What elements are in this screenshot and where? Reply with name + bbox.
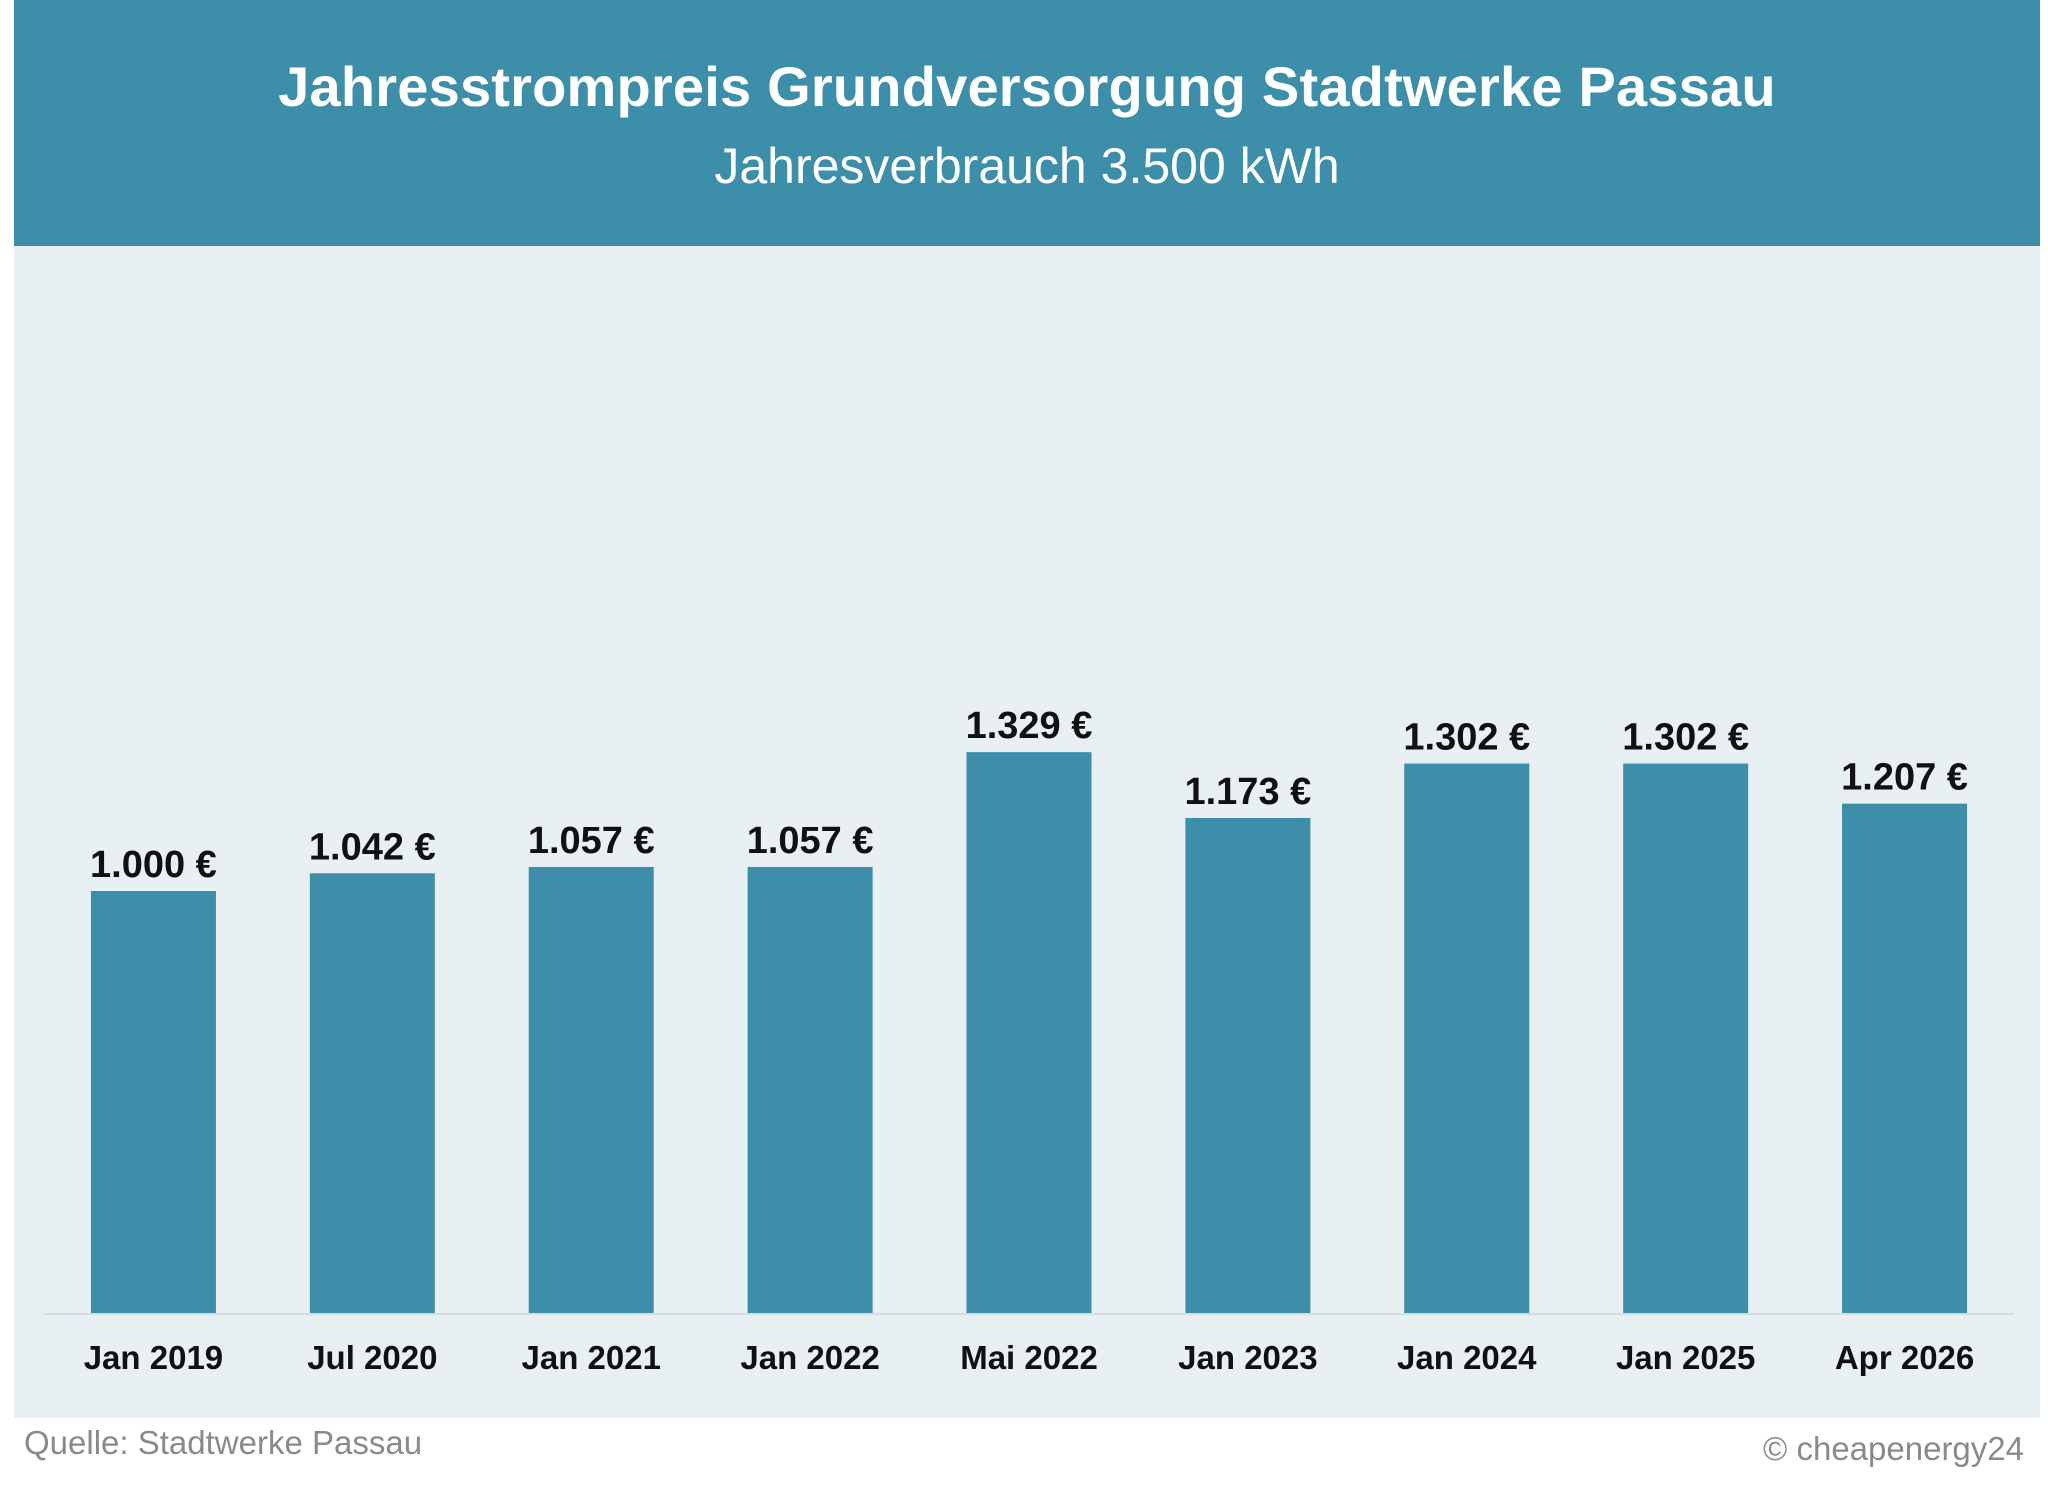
bar-7	[1623, 764, 1748, 1313]
x-tick-label-5: Jan 2023	[1178, 1339, 1317, 1376]
copyright-note: © cheapenergy24	[1763, 1430, 2024, 1468]
bar-0	[91, 891, 216, 1313]
value-label-8: 1.207 €	[1841, 757, 1968, 799]
x-tick-label-2: Jan 2021	[521, 1339, 660, 1376]
bar-4	[967, 752, 1092, 1313]
value-label-2: 1.057 €	[528, 820, 655, 862]
bar-chart: 1.000 € Jan 2019 1.042 € Jul 2020 1.057 € Jan…	[14, 246, 2040, 1418]
value-label-3: 1.057 €	[747, 820, 874, 862]
chart-subtitle: Jahresverbrauch 3.500 kWh	[714, 137, 1339, 195]
value-label-0: 1.000 €	[90, 844, 217, 886]
bar-3	[748, 867, 873, 1313]
value-label-4: 1.329 €	[966, 705, 1093, 747]
x-tick-label-8: Apr 2026	[1835, 1339, 1974, 1376]
x-tick-label-3: Jan 2022	[740, 1339, 879, 1376]
value-label-7: 1.302 €	[1622, 717, 1749, 759]
source-note: Quelle: Stadtwerke Passau	[24, 1424, 422, 1462]
value-label-5: 1.173 €	[1184, 771, 1311, 813]
value-label-6: 1.302 €	[1403, 717, 1530, 759]
bar-8	[1842, 804, 1967, 1313]
chart-title: Jahresstrompreis Grundversorgung Stadtwe…	[278, 54, 1776, 119]
bar-6	[1404, 764, 1529, 1313]
plot-area: 1.000 € Jan 2019 1.042 € Jul 2020 1.057 € Jan…	[14, 246, 2040, 1418]
bar-5	[1185, 818, 1310, 1313]
x-tick-label-4: Mai 2022	[960, 1339, 1098, 1376]
x-tick-label-6: Jan 2024	[1397, 1339, 1537, 1376]
value-label-1: 1.042 €	[309, 826, 436, 868]
chart-header: Jahresstrompreis Grundversorgung Stadtwe…	[14, 0, 2040, 246]
x-tick-label-7: Jan 2025	[1616, 1339, 1755, 1376]
bar-1	[310, 873, 435, 1313]
x-tick-label-1: Jul 2020	[307, 1339, 437, 1376]
x-tick-label-0: Jan 2019	[84, 1339, 223, 1376]
bar-2	[529, 867, 654, 1313]
